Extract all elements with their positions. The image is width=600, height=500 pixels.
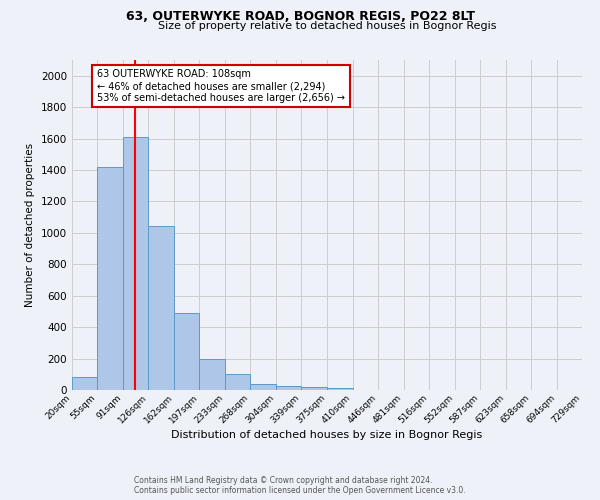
Bar	[225, 374, 250, 390]
X-axis label: Distribution of detached houses by size in Bognor Regis: Distribution of detached houses by size …	[172, 430, 482, 440]
Bar	[250, 384, 276, 390]
Text: 63 OUTERWYKE ROAD: 108sqm
← 46% of detached houses are smaller (2,294)
53% of se: 63 OUTERWYKE ROAD: 108sqm ← 46% of detac…	[97, 70, 345, 102]
Bar	[123, 137, 148, 390]
Text: Contains HM Land Registry data © Crown copyright and database right 2024.
Contai: Contains HM Land Registry data © Crown c…	[134, 476, 466, 495]
Y-axis label: Number of detached properties: Number of detached properties	[25, 143, 35, 307]
Bar	[199, 358, 225, 390]
Bar	[301, 387, 328, 390]
Bar	[174, 313, 199, 390]
Bar	[72, 378, 97, 390]
Text: 63, OUTERWYKE ROAD, BOGNOR REGIS, PO22 8LT: 63, OUTERWYKE ROAD, BOGNOR REGIS, PO22 8…	[125, 10, 475, 23]
Bar	[97, 167, 123, 390]
Bar	[148, 226, 174, 390]
Bar	[328, 388, 353, 390]
Title: Size of property relative to detached houses in Bognor Regis: Size of property relative to detached ho…	[158, 22, 496, 32]
Bar	[276, 386, 301, 390]
